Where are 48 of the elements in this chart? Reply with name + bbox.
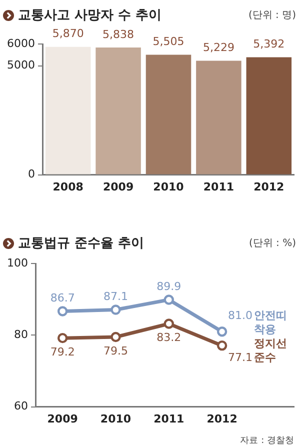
chart-title: 교통사고 사망자 수 추이	[18, 7, 162, 24]
chart-subtitle: (단위 : 명)	[248, 9, 296, 22]
x-tick-label: 2009	[102, 180, 134, 194]
text: 안전띠 착용	[254, 308, 288, 336]
data-label: 5,838	[102, 28, 134, 41]
point	[164, 318, 174, 329]
x-tick-label: 2012	[206, 412, 238, 426]
point	[110, 304, 121, 315]
bar	[196, 60, 242, 174]
data-label: 87.1	[103, 290, 128, 304]
y-tick-label: 100	[6, 256, 28, 270]
text: 정지선 준수	[254, 336, 288, 364]
data-label: 5,229	[202, 41, 234, 54]
y-tick-label: 60	[14, 400, 28, 413]
data-label: 83.2	[156, 331, 182, 344]
x-tick-label: 2009	[47, 412, 78, 426]
chart-title: 교통법규 준수율 추이	[18, 235, 144, 252]
data-label: 79.5	[103, 344, 128, 358]
x-tick-label: 2012	[254, 180, 284, 194]
x-tick-label: 2008	[52, 180, 84, 194]
text: 자료 : 경찰청	[239, 435, 295, 446]
bar	[45, 46, 91, 174]
point	[57, 306, 68, 316]
data-label: 5,505	[152, 35, 184, 48]
data-label: 86.7	[50, 292, 75, 305]
point	[110, 332, 121, 342]
chart-subtitle: (단위 : %)	[248, 237, 296, 250]
bar	[96, 48, 141, 174]
x-tick-label: 2010	[153, 180, 184, 194]
data-label: 5,870	[52, 27, 84, 40]
point	[216, 340, 228, 351]
bar	[246, 57, 292, 174]
y-tick-label: 6000	[6, 36, 35, 50]
data-label: 89.9	[156, 280, 182, 294]
point	[216, 326, 228, 337]
data-label: 5,392	[253, 38, 285, 51]
y-tick-label: 5000	[6, 58, 35, 72]
data-label: 77.1	[228, 350, 253, 364]
bar	[146, 54, 192, 174]
point	[164, 294, 174, 305]
x-tick-label: 2011	[203, 180, 234, 194]
y-tick-label: 80	[14, 328, 28, 342]
point	[57, 332, 68, 344]
x-tick-label: 2010	[100, 412, 132, 426]
y-tick-label: 0	[28, 168, 35, 181]
x-tick-label: 2011	[154, 412, 184, 426]
data-label: 79.2	[50, 345, 75, 358]
data-label: 81.0	[228, 308, 253, 322]
